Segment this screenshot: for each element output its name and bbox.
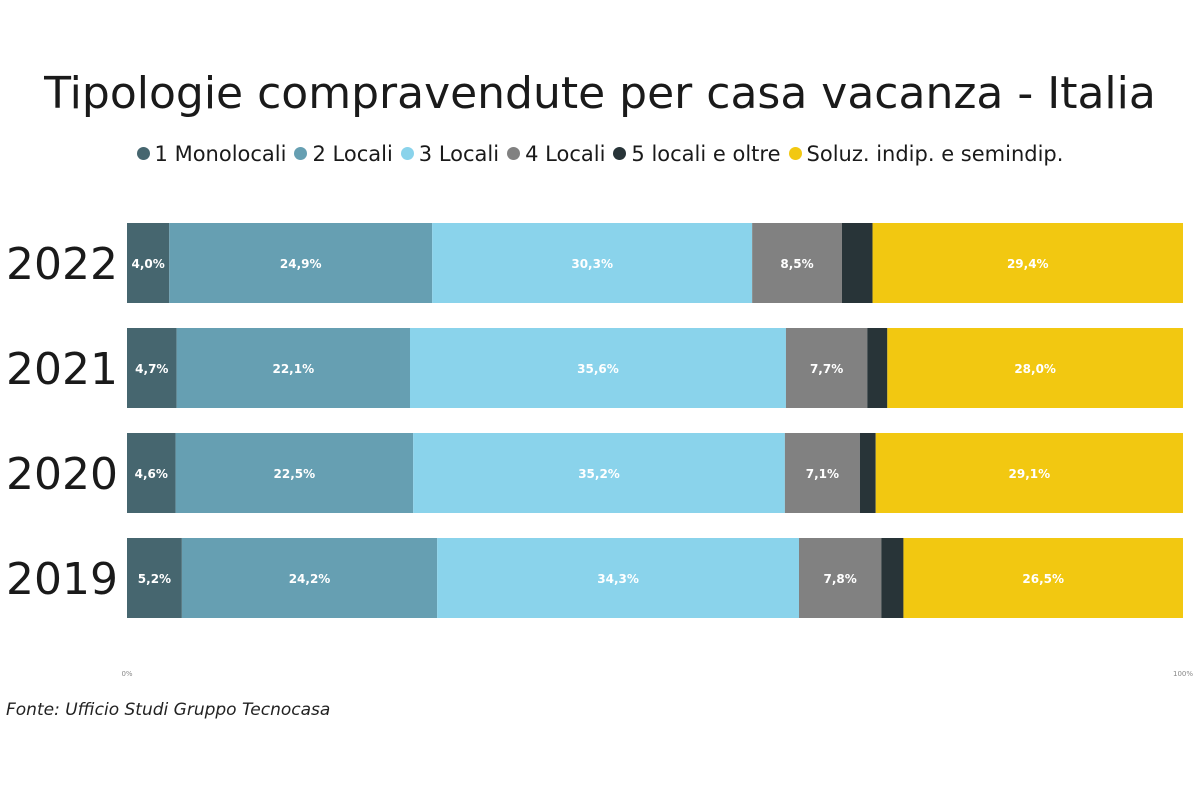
legend-item: 5 locali e oltre: [613, 138, 781, 170]
bar-segment: [127, 328, 177, 408]
bar-segment: [127, 538, 182, 618]
category-label: 2021: [6, 344, 118, 395]
legend-label: 1 Monolocali: [154, 142, 287, 166]
data-label: 7,8%: [823, 572, 856, 586]
bar-segment: [785, 328, 868, 408]
bar-segment: [410, 328, 786, 408]
data-label: 35,6%: [577, 362, 619, 376]
data-label: 29,4%: [1007, 257, 1049, 271]
bar-segment: [432, 223, 753, 303]
chart-title: Tipologie compravendute per casa vacanza…: [44, 68, 1156, 119]
data-label: 28,0%: [1014, 362, 1056, 376]
bar-segment: [841, 223, 873, 303]
source-note: Fonte: Ufficio Studi Gruppo Tecnocasa: [6, 700, 331, 720]
bar-segment: [752, 223, 842, 303]
legend-item: 4 Locali: [507, 138, 605, 170]
data-label: 8,5%: [780, 257, 813, 271]
bar-segment: [169, 223, 433, 303]
chart-canvas: 2022 4,0% 24,9% 30,3% 8,5% 29,4% 2021 4,7% 22,1%…: [6, 223, 1193, 678]
data-label: 22,5%: [274, 467, 316, 481]
bar-segment: [875, 433, 1183, 513]
data-label: 34,3%: [597, 572, 639, 586]
data-label: 4,7%: [135, 362, 168, 376]
category-label: 2022: [6, 239, 118, 290]
data-label: 4,0%: [131, 257, 164, 271]
data-label: 35,2%: [578, 467, 620, 481]
legend: 1 Monolocali 2 Locali 3 Locali 4 Locali 5 lo…: [0, 138, 1200, 170]
x-tick-label: 0%: [121, 670, 132, 678]
x-tick-label: 100%: [1173, 670, 1193, 678]
legend-label: Soluz. indip. e semindip.: [806, 142, 1064, 166]
category-label: 2019: [6, 554, 118, 605]
bar-segment: [437, 538, 799, 618]
bar-segment: [176, 328, 411, 408]
bar-segment: [175, 433, 414, 513]
legend-label: 2 Locali: [312, 142, 393, 166]
bar-segment: [872, 223, 1183, 303]
bar-segment: [784, 433, 860, 513]
bar-segment: [867, 328, 888, 408]
legend-marker: [613, 147, 627, 160]
legend-item: 3 Locali: [400, 138, 500, 170]
bar-segment: [413, 433, 785, 513]
data-label: 30,3%: [571, 257, 613, 271]
legend-marker: [294, 147, 308, 160]
legend-item: 1 Monolocali: [136, 138, 287, 170]
data-label: 24,2%: [289, 572, 331, 586]
data-label: 7,7%: [810, 362, 843, 376]
bar-segment: [181, 538, 438, 618]
legend-marker: [400, 147, 414, 160]
data-label: 4,6%: [135, 467, 168, 481]
legend-item: Soluz. indip. e semindip.: [788, 138, 1064, 170]
legend-label: 3 Locali: [418, 142, 500, 166]
legend-label: 4 Locali: [525, 142, 606, 166]
legend-marker: [136, 147, 150, 160]
bar-segment: [799, 538, 882, 618]
data-label: 29,1%: [1009, 467, 1051, 481]
data-label: 7,1%: [806, 467, 839, 481]
bar-segment: [127, 223, 170, 303]
category-label: 2020: [6, 449, 118, 500]
legend-label: 5 locali e oltre: [631, 142, 781, 166]
legend-marker: [788, 147, 802, 160]
data-label: 5,2%: [138, 572, 171, 586]
bar-segment: [903, 538, 1183, 618]
data-label: 24,9%: [280, 257, 322, 271]
bar-segment: [881, 538, 904, 618]
legend-marker: [507, 147, 521, 160]
data-label: 26,5%: [1022, 572, 1064, 586]
bar-segment: [859, 433, 876, 513]
data-label: 22,1%: [272, 362, 314, 376]
bar-segment: [127, 433, 176, 513]
legend-item: 2 Locali: [294, 138, 393, 170]
bar-segment: [887, 328, 1183, 408]
